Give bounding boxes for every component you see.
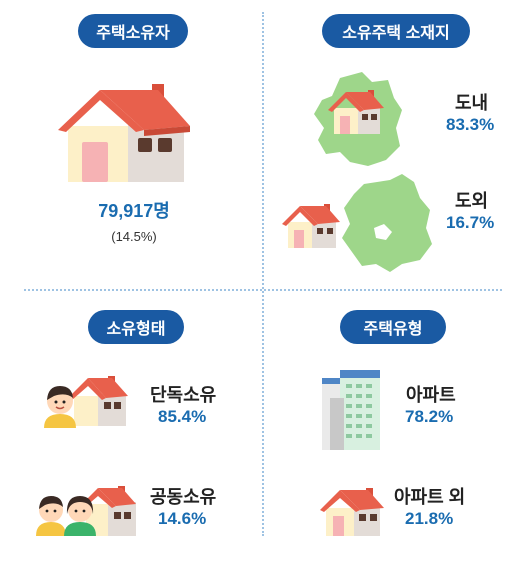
horizontal-divider bbox=[24, 289, 502, 291]
location-out-label: 도외 bbox=[455, 191, 489, 211]
apartment-label: 아파트 bbox=[406, 385, 456, 405]
large-house-icon bbox=[58, 84, 190, 182]
ownership-type-title: 소유형태 bbox=[88, 310, 184, 344]
location-out-value: 16.7% bbox=[446, 213, 495, 232]
non-apartment-house-icon bbox=[320, 488, 384, 536]
vertical-divider bbox=[262, 12, 264, 536]
owners-title: 주택소유자 bbox=[78, 14, 188, 48]
apartment-icon bbox=[322, 370, 380, 450]
housing-type-title: 주택유형 bbox=[340, 310, 446, 344]
owners-count: 79,917명 bbox=[98, 201, 170, 221]
sole-owner-icon bbox=[44, 376, 128, 428]
house-in-province-icon bbox=[328, 90, 384, 134]
non-apartment-label: 아파트 외 bbox=[394, 487, 466, 507]
joint-owner-label: 공동소유 bbox=[150, 487, 217, 507]
joint-owner-icon bbox=[36, 486, 136, 536]
sole-owner-value: 85.4% bbox=[158, 407, 207, 426]
location-title: 소유주택 소재지 bbox=[322, 14, 470, 48]
location-in-label: 도내 bbox=[455, 93, 489, 113]
owners-ratio: (14.5%) bbox=[111, 229, 157, 244]
house-outside-icon bbox=[282, 204, 340, 248]
outside-map-icon bbox=[342, 174, 432, 272]
joint-owner-value: 14.6% bbox=[158, 509, 207, 528]
sole-owner-label: 단독소유 bbox=[150, 385, 217, 405]
apartment-value: 78.2% bbox=[405, 407, 454, 426]
non-apartment-value: 21.8% bbox=[405, 509, 454, 528]
location-in-value: 83.3% bbox=[446, 115, 495, 134]
